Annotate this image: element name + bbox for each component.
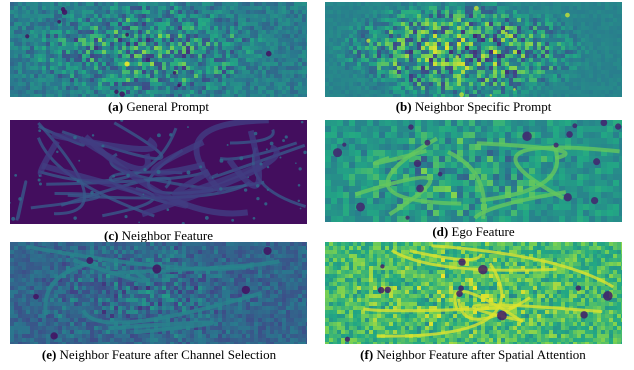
caption-f-tag: (f): [360, 347, 374, 362]
heatmap-b-image: [325, 2, 622, 97]
heatmap-ego-feature: [325, 120, 622, 222]
caption-a-tag: (a): [107, 99, 124, 114]
caption-f: (f) Neighbor Feature after Spatial Atten…: [318, 347, 628, 362]
heatmap-neighbor-feature-spatial-attention: [325, 242, 622, 344]
caption-b: (b) Neighbor Specific Prompt: [325, 99, 622, 114]
caption-b-tag: (b): [395, 99, 412, 114]
heatmap-a-image: [10, 2, 307, 97]
heatmap-general-prompt: [10, 2, 307, 97]
caption-d: (d) Ego Feature: [325, 224, 622, 239]
caption-a-text: General Prompt: [126, 99, 210, 114]
caption-f-text: Neighbor Feature after Spatial Attention: [376, 347, 586, 362]
heatmap-neighbor-feature-channel-selection: [10, 242, 307, 344]
caption-d-text: Ego Feature: [451, 224, 515, 239]
caption-e-tag: (e): [41, 347, 57, 362]
heatmap-c-image: [10, 120, 307, 224]
caption-c-tag: (c): [103, 228, 119, 243]
heatmap-neighbor-feature: [10, 120, 307, 224]
caption-c-text: Neighbor Feature: [121, 228, 214, 243]
caption-b-text: Neighbor Specific Prompt: [414, 99, 552, 114]
heatmap-neighbor-specific-prompt: [325, 2, 622, 97]
heatmap-e-image: [10, 242, 307, 344]
caption-c: (c) Neighbor Feature: [10, 228, 307, 243]
heatmap-f-image: [325, 242, 622, 344]
caption-d-tag: (d): [432, 224, 449, 239]
caption-e: (e) Neighbor Feature after Channel Selec…: [4, 347, 314, 362]
caption-e-text: Neighbor Feature after Channel Selection: [59, 347, 277, 362]
caption-a: (a) General Prompt: [10, 99, 307, 114]
heatmap-d-image: [325, 120, 622, 222]
